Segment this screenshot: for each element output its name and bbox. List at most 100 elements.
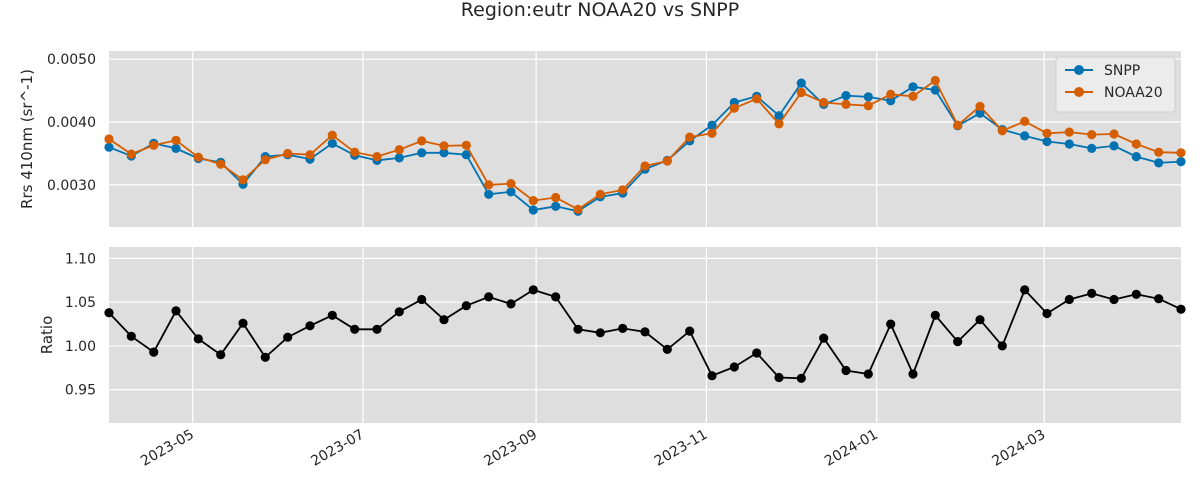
bottom-point-ratio: [1154, 294, 1164, 304]
bottom-point-ratio: [104, 308, 114, 318]
top-point-noaa20: [752, 94, 762, 104]
top-point-noaa20: [595, 189, 605, 199]
bottom-panel: 0.951.001.051.10 Ratio 2023-05 2023-07 202…: [38, 247, 1186, 470]
top-point-snpp: [327, 138, 337, 148]
bottom-point-ratio: [1064, 294, 1074, 305]
top-point-noaa20: [260, 155, 270, 165]
bottom-point-ratio: [1131, 289, 1141, 299]
bottom-point-ratio: [953, 337, 963, 347]
top-plot-area: [109, 51, 1181, 227]
bottom-point-ratio: [1087, 288, 1097, 298]
bottom-point-ratio: [417, 294, 427, 305]
top-point-noaa20: [394, 145, 404, 155]
bottom-point-ratio: [506, 299, 516, 309]
top-point-noaa20: [439, 141, 449, 151]
bottom-point-ratio: [260, 352, 270, 362]
top-point-noaa20: [171, 135, 181, 145]
top-point-noaa20: [350, 147, 360, 157]
top-point-noaa20: [305, 150, 315, 160]
top-point-snpp: [863, 92, 873, 102]
top-point-snpp: [707, 120, 717, 130]
legend-label-noaa20: NOAA20: [1104, 85, 1163, 101]
top-point-snpp: [1176, 157, 1186, 167]
top-point-noaa20: [573, 204, 583, 214]
top-point-snpp: [484, 189, 494, 199]
bottom-point-ratio: [461, 301, 471, 311]
top-point-noaa20: [1020, 116, 1030, 126]
top-point-noaa20: [417, 136, 427, 146]
top-point-snpp: [1109, 141, 1119, 151]
bottom-point-ratio: [774, 372, 784, 383]
top-point-snpp: [1042, 136, 1052, 147]
top-y-tick-label: 0.0040: [47, 115, 96, 131]
top-point-noaa20: [104, 134, 114, 144]
legend-marker-snpp: [1074, 65, 1084, 75]
x-tick-label: 2023-07: [308, 427, 367, 470]
top-point-snpp: [1087, 143, 1097, 153]
top-y-axis-label: Rrs 410nm (sr^-1): [18, 69, 36, 209]
top-point-noaa20: [461, 140, 471, 150]
top-point-snpp: [841, 91, 851, 101]
bottom-point-ratio: [1020, 285, 1030, 295]
top-point-noaa20: [774, 119, 784, 129]
bottom-point-ratio: [685, 326, 695, 336]
top-point-snpp: [104, 142, 114, 152]
top-point-snpp: [886, 96, 896, 106]
top-point-noaa20: [551, 192, 561, 203]
bottom-y-tick-label: 1.10: [65, 251, 96, 267]
top-point-noaa20: [1064, 127, 1074, 137]
top-y-tick-labels: 0.0030 0.0040 0.0050: [47, 52, 96, 194]
bottom-point-ratio: [707, 371, 717, 381]
bottom-point-ratio: [216, 350, 226, 360]
top-point-noaa20: [327, 130, 337, 140]
bottom-point-ratio: [238, 318, 248, 328]
top-point-noaa20: [953, 120, 963, 130]
legend-marker-noaa20: [1074, 87, 1084, 97]
bottom-series-group: [104, 285, 1186, 383]
top-point-noaa20: [484, 180, 494, 190]
top-point-noaa20: [149, 140, 159, 150]
top-point-noaa20: [841, 99, 851, 109]
top-point-snpp: [1020, 131, 1030, 141]
x-tick-label: 2024-03: [990, 427, 1049, 470]
top-point-noaa20: [908, 91, 918, 101]
bottom-point-ratio: [394, 307, 404, 317]
bottom-point-ratio: [149, 347, 159, 357]
bottom-point-ratio: [1109, 294, 1119, 305]
top-point-snpp: [1131, 152, 1141, 162]
top-point-noaa20: [1154, 147, 1164, 157]
top-point-snpp: [1064, 139, 1074, 149]
top-panel: 0.0030 0.0040 0.0050 Rrs 410nm (sr^-1) SNP…: [18, 51, 1186, 227]
top-point-noaa20: [283, 148, 293, 159]
top-point-noaa20: [238, 175, 248, 185]
bottom-point-ratio: [573, 324, 583, 334]
top-point-noaa20: [126, 149, 136, 159]
bottom-point-ratio: [618, 323, 628, 333]
top-point-noaa20: [930, 75, 940, 86]
top-point-noaa20: [193, 152, 203, 162]
top-point-snpp: [506, 187, 516, 197]
top-y-tick-label: 0.0050: [47, 52, 96, 68]
bottom-point-ratio: [126, 331, 136, 341]
top-point-noaa20: [372, 152, 382, 162]
x-tick-label: 2023-11: [652, 427, 711, 470]
top-point-snpp: [930, 85, 940, 95]
top-point-noaa20: [729, 103, 739, 113]
top-point-noaa20: [662, 156, 672, 166]
top-point-snpp: [528, 205, 538, 215]
bottom-point-ratio: [171, 306, 181, 316]
bottom-y-axis-label: Ratio: [38, 316, 56, 355]
top-point-snpp: [394, 153, 404, 163]
top-point-noaa20: [707, 128, 717, 138]
top-point-noaa20: [216, 159, 226, 169]
bottom-y-tick-label: 0.95: [65, 383, 96, 399]
top-point-snpp: [1154, 158, 1164, 168]
top-point-snpp: [774, 111, 784, 121]
bottom-point-ratio: [439, 315, 449, 325]
top-point-noaa20: [506, 179, 516, 189]
x-tick-label: 2023-05: [138, 427, 197, 470]
top-point-noaa20: [1131, 139, 1141, 149]
legend-label-snpp: SNPP: [1104, 63, 1140, 79]
top-point-noaa20: [640, 161, 650, 171]
